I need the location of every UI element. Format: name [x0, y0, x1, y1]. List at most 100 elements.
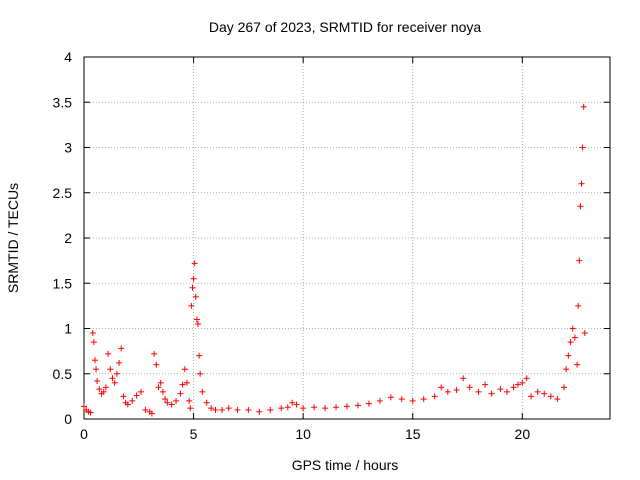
data-point — [284, 404, 291, 411]
y-tick-label: 2.5 — [53, 185, 73, 201]
data-point — [192, 293, 199, 300]
y-tick-label: 2 — [64, 230, 72, 246]
data-point — [575, 302, 582, 309]
data-point — [116, 359, 123, 366]
data-point — [129, 397, 136, 404]
data-point — [580, 103, 587, 110]
data-point — [118, 345, 125, 352]
data-point — [563, 366, 570, 373]
y-tick-label: 0.5 — [53, 366, 73, 382]
data-point — [409, 397, 416, 404]
data-point — [578, 180, 585, 187]
data-point — [94, 377, 101, 384]
data-point — [193, 316, 200, 323]
data-point — [554, 396, 561, 403]
data-point — [333, 404, 340, 411]
data-point — [574, 361, 581, 368]
data-point — [151, 350, 158, 357]
data-point — [124, 401, 131, 408]
data-point — [510, 384, 517, 391]
data-point — [289, 399, 296, 406]
data-point — [157, 379, 164, 386]
data-point — [190, 275, 197, 282]
data-point — [181, 366, 188, 373]
data-point — [90, 339, 97, 346]
data-point — [560, 384, 567, 391]
data-point — [293, 401, 300, 408]
data-point — [354, 402, 361, 409]
data-point — [196, 352, 203, 359]
data-point — [482, 381, 489, 388]
x-tick-label: 5 — [190, 426, 198, 442]
data-point — [528, 393, 535, 400]
data-point — [577, 203, 584, 210]
data-point — [569, 325, 576, 332]
data-point — [188, 302, 195, 309]
data-point — [109, 375, 116, 382]
data-point — [344, 403, 350, 410]
data-point — [189, 284, 196, 291]
data-point — [519, 379, 526, 386]
data-point — [177, 390, 184, 397]
x-tick-label: 10 — [295, 426, 311, 442]
data-point — [133, 392, 140, 399]
data-points — [81, 103, 588, 417]
data-point — [208, 405, 215, 412]
y-axis-label: SRMTID / TECUs — [5, 183, 21, 293]
data-point — [155, 384, 162, 391]
y-tick-label: 3.5 — [53, 94, 73, 110]
data-point — [173, 397, 180, 404]
grid-lines — [84, 57, 610, 419]
data-point — [102, 384, 109, 391]
data-point — [148, 410, 155, 417]
data-point — [365, 400, 372, 407]
data-point — [300, 405, 307, 412]
data-point — [162, 396, 169, 403]
data-point — [187, 405, 194, 412]
data-point — [576, 257, 583, 264]
data-point — [453, 387, 460, 394]
x-tick-label: 15 — [405, 426, 421, 442]
data-point — [256, 408, 263, 415]
data-point — [420, 396, 427, 403]
data-point — [488, 390, 495, 397]
data-point — [113, 370, 120, 377]
data-point — [168, 401, 175, 408]
y-tick-label: 1.5 — [53, 275, 73, 291]
data-point — [96, 386, 103, 393]
data-point — [444, 388, 451, 395]
data-point — [497, 386, 504, 393]
data-point — [219, 406, 226, 413]
y-tick-label: 1 — [64, 321, 72, 337]
y-tick-labels: 0 0.5 1 1.5 2 2.5 3 3.5 4 — [53, 49, 73, 427]
data-point — [514, 381, 521, 388]
data-point — [579, 144, 586, 151]
data-point — [267, 406, 274, 413]
data-point — [120, 393, 127, 400]
data-point — [387, 394, 394, 401]
data-point — [581, 330, 588, 337]
data-point — [547, 393, 554, 400]
axis-ticks — [83, 56, 610, 420]
data-point — [87, 409, 94, 416]
data-point — [431, 393, 438, 400]
y-tick-label: 4 — [64, 49, 72, 65]
data-point — [565, 352, 572, 359]
x-tick-label: 20 — [515, 426, 531, 442]
data-point — [105, 350, 112, 357]
data-point — [503, 388, 510, 395]
data-point — [541, 390, 548, 397]
data-point — [199, 388, 206, 395]
data-point — [212, 406, 219, 413]
data-point — [142, 406, 149, 413]
data-point — [89, 330, 96, 337]
data-point — [194, 320, 201, 327]
data-point — [81, 403, 87, 410]
data-point — [225, 405, 232, 412]
y-tick-label: 0 — [64, 411, 72, 427]
data-point — [186, 397, 193, 404]
data-point — [111, 379, 118, 386]
data-point — [278, 405, 285, 412]
data-point — [93, 366, 100, 373]
data-point — [100, 388, 107, 395]
